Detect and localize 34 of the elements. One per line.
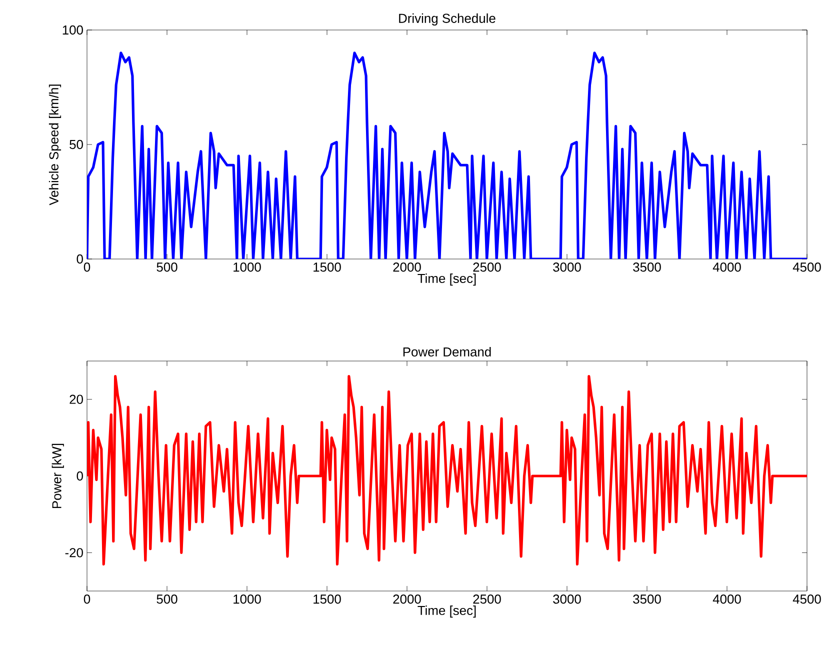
y-tick-label: 0 bbox=[76, 254, 83, 264]
x-tick-label: 1000 bbox=[234, 594, 261, 604]
y-axis-title: Power [kW] bbox=[52, 444, 64, 508]
x-tick-label: 1500 bbox=[314, 262, 341, 272]
x-tick-label: 4500 bbox=[792, 262, 821, 272]
x-tick-label: 3000 bbox=[553, 594, 581, 604]
x-tick-label: 4000 bbox=[712, 262, 741, 272]
x-tick-label: 1500 bbox=[314, 594, 341, 604]
x-tick-label: 4500 bbox=[792, 594, 821, 604]
chart-title: Power Demand bbox=[403, 346, 491, 357]
y-axis-title: Vehicle Speed [km/h] bbox=[48, 84, 62, 206]
x-tick-label: 2000 bbox=[393, 594, 421, 604]
y-tick-label: 50 bbox=[70, 140, 83, 150]
x-tick-label: 2500 bbox=[473, 262, 501, 272]
y-tick-label: 100 bbox=[62, 25, 83, 35]
x-tick-label: 3000 bbox=[553, 262, 581, 272]
chart-title: Driving Schedule bbox=[399, 13, 496, 26]
x-axis-title: Time [sec] bbox=[418, 606, 476, 618]
x-tick-label: 0 bbox=[84, 262, 90, 272]
y-tick-label: 0 bbox=[76, 471, 83, 481]
x-tick-label: 500 bbox=[156, 262, 178, 272]
x-tick-label: 3500 bbox=[633, 262, 661, 272]
x-tick-label: 500 bbox=[156, 594, 178, 604]
x-tick-label: 1000 bbox=[234, 262, 261, 272]
x-tick-label: 3500 bbox=[633, 594, 661, 604]
x-axis-title: Time [sec] bbox=[418, 274, 476, 286]
x-tick-label: 0 bbox=[84, 594, 90, 604]
y-tick-label: 20 bbox=[70, 394, 83, 404]
x-tick-label: 4000 bbox=[712, 594, 741, 604]
x-tick-label: 2500 bbox=[473, 594, 501, 604]
line-series bbox=[87, 52, 808, 260]
line-series bbox=[87, 375, 808, 566]
y-tick-label: -20 bbox=[65, 548, 83, 558]
x-tick-label: 2000 bbox=[393, 262, 421, 272]
